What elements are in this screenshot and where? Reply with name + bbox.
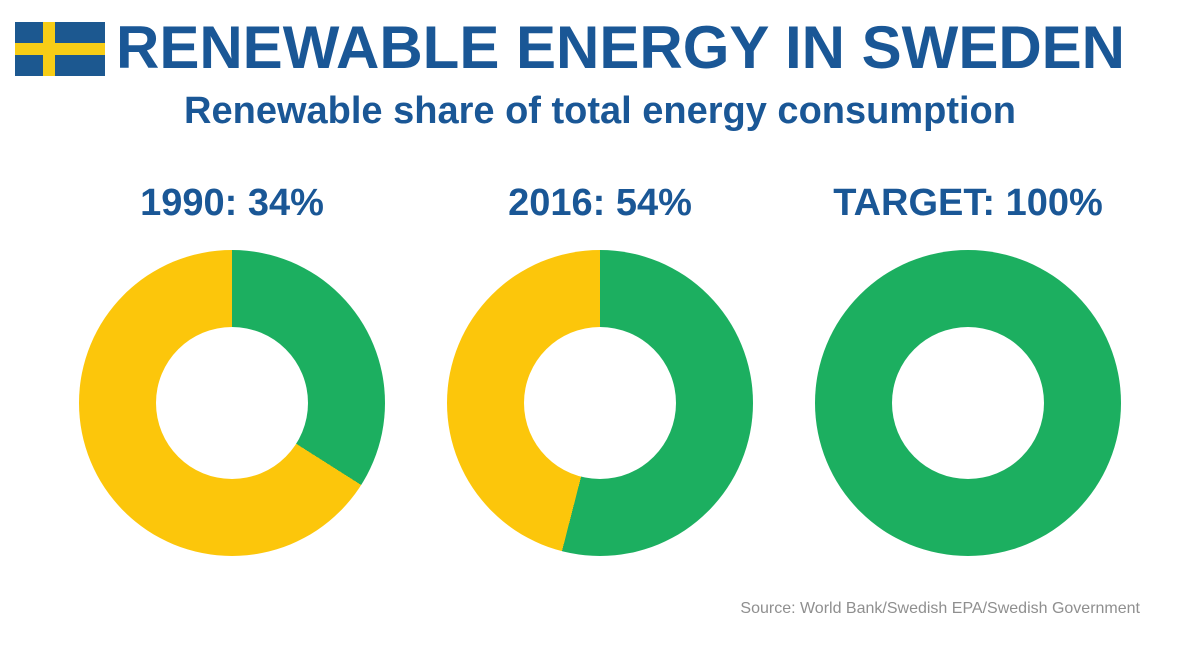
donut-hole xyxy=(156,327,308,479)
donut-chart-target xyxy=(815,250,1121,556)
donut-chart-2016 xyxy=(447,250,753,556)
chart-label-target: TARGET: 100% xyxy=(833,182,1103,224)
flag-cross-horizontal xyxy=(15,43,105,55)
chart-label-1990: 1990: 34% xyxy=(140,182,324,224)
donut-hole xyxy=(524,327,676,479)
page-subtitle: Renewable share of total energy consumpt… xyxy=(184,90,1016,132)
donut-chart-1990 xyxy=(79,250,385,556)
page-title: RENEWABLE ENERGY IN SWEDEN xyxy=(116,14,1126,81)
sweden-flag-icon xyxy=(15,22,105,76)
chart-label-2016: 2016: 54% xyxy=(508,182,692,224)
donut-hole xyxy=(892,327,1044,479)
source-attribution: Source: World Bank/Swedish EPA/Swedish G… xyxy=(740,600,1140,617)
